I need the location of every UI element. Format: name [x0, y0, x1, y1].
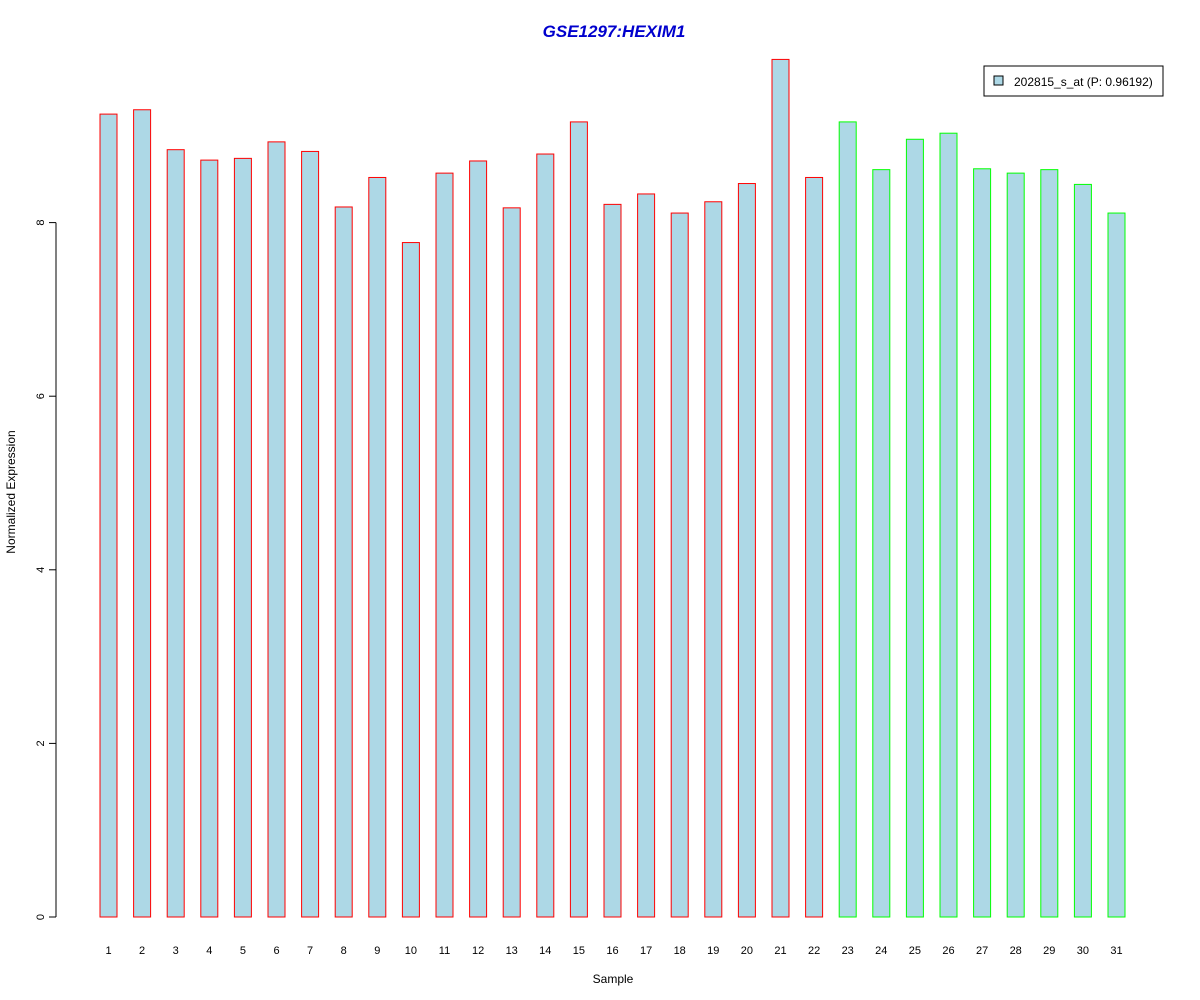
bar-sample-26 — [939, 132, 958, 918]
bar-sample-25 — [905, 138, 924, 918]
bar-sample-18 — [670, 212, 689, 918]
bar-sample-6 — [267, 141, 286, 918]
x-tick-label: 20 — [741, 945, 753, 957]
bar-sample-27 — [973, 168, 992, 918]
x-tick-label: 6 — [273, 945, 279, 957]
bar-sample-20 — [737, 183, 756, 918]
x-tick-label: 5 — [240, 945, 246, 957]
x-tick-label: 26 — [942, 945, 954, 957]
x-tick-label: 8 — [341, 945, 347, 957]
chart-title: GSE1297:HEXIM1 — [543, 22, 686, 41]
bar-sample-15 — [569, 121, 588, 918]
bar-sample-29 — [1040, 169, 1059, 918]
bar-sample-1 — [99, 113, 118, 918]
x-tick-label: 9 — [374, 945, 380, 957]
legend-swatch — [993, 75, 1004, 86]
bar-sample-31 — [1107, 212, 1126, 918]
y-axis: 0 2 4 6 8 — [35, 220, 57, 920]
bars-group — [99, 58, 1126, 918]
legend-box — [983, 65, 1164, 97]
x-tick-label: 11 — [439, 945, 450, 957]
x-tick-label: 25 — [909, 945, 921, 957]
bar-sample-11 — [435, 172, 454, 918]
bar-sample-5 — [233, 157, 252, 918]
x-tick-label: 2 — [139, 945, 145, 957]
bar-sample-8 — [334, 206, 353, 918]
y-tick-label: 4 — [35, 567, 47, 573]
bar-sample-30 — [1073, 183, 1092, 918]
x-tick-label: 18 — [674, 945, 686, 957]
x-tick-label: 27 — [976, 945, 988, 957]
x-tick-label: 15 — [573, 945, 585, 957]
x-tick-label: 3 — [173, 945, 179, 957]
bar-sample-21 — [771, 58, 790, 918]
bar-sample-7 — [301, 150, 320, 918]
y-tick-label: 2 — [35, 740, 47, 746]
x-tick-label: 21 — [774, 945, 786, 957]
bar-sample-2 — [133, 109, 152, 918]
x-tick-label: 1 — [105, 945, 111, 957]
x-tick-label: 4 — [206, 945, 212, 957]
x-tick-label: 7 — [307, 945, 313, 957]
x-axis-label: Sample — [593, 972, 634, 986]
x-tick-label: 19 — [707, 945, 719, 957]
x-tick-label: 23 — [842, 945, 854, 957]
bar-sample-3 — [166, 149, 185, 918]
y-axis-label: Normalized Expression — [4, 430, 18, 553]
y-tick-label: 6 — [35, 393, 47, 399]
bar-sample-17 — [637, 193, 656, 918]
legend: 202815_s_at (P: 0.96192) — [983, 65, 1164, 97]
bar-sample-19 — [704, 201, 723, 918]
bar-sample-24 — [872, 169, 891, 918]
x-tick-label: 10 — [405, 945, 417, 957]
bar-sample-22 — [805, 176, 824, 918]
x-tick-label: 31 — [1110, 945, 1122, 957]
bar-sample-16 — [603, 203, 622, 918]
x-tick-label: 29 — [1043, 945, 1055, 957]
bar-sample-10 — [401, 242, 420, 918]
bar-sample-28 — [1006, 172, 1025, 918]
x-tick-label: 14 — [539, 945, 551, 957]
x-tick-label: 12 — [472, 945, 484, 957]
bar-sample-4 — [200, 159, 219, 918]
bar-sample-9 — [368, 176, 387, 918]
y-tick-label: 8 — [35, 220, 47, 226]
bar-sample-23 — [838, 121, 857, 918]
x-tick-label: 30 — [1077, 945, 1089, 957]
y-tick-label: 0 — [35, 914, 47, 920]
x-tick-labels: 1 2 3 4 5 6 7 8 9 10 11 12 13 14 15 16 17 18 19 20 21 22 23 24 2… — [105, 945, 1122, 957]
legend-label: 202815_s_at (P: 0.96192) — [1014, 75, 1153, 89]
bar-sample-14 — [536, 153, 555, 918]
x-tick-label: 17 — [640, 945, 652, 957]
x-tick-label: 16 — [606, 945, 618, 957]
x-tick-label: 28 — [1010, 945, 1022, 957]
bar-sample-12 — [469, 160, 488, 918]
x-tick-label: 22 — [808, 945, 820, 957]
bar-sample-13 — [502, 207, 521, 918]
x-tick-label: 24 — [875, 945, 887, 957]
x-tick-label: 13 — [506, 945, 518, 957]
